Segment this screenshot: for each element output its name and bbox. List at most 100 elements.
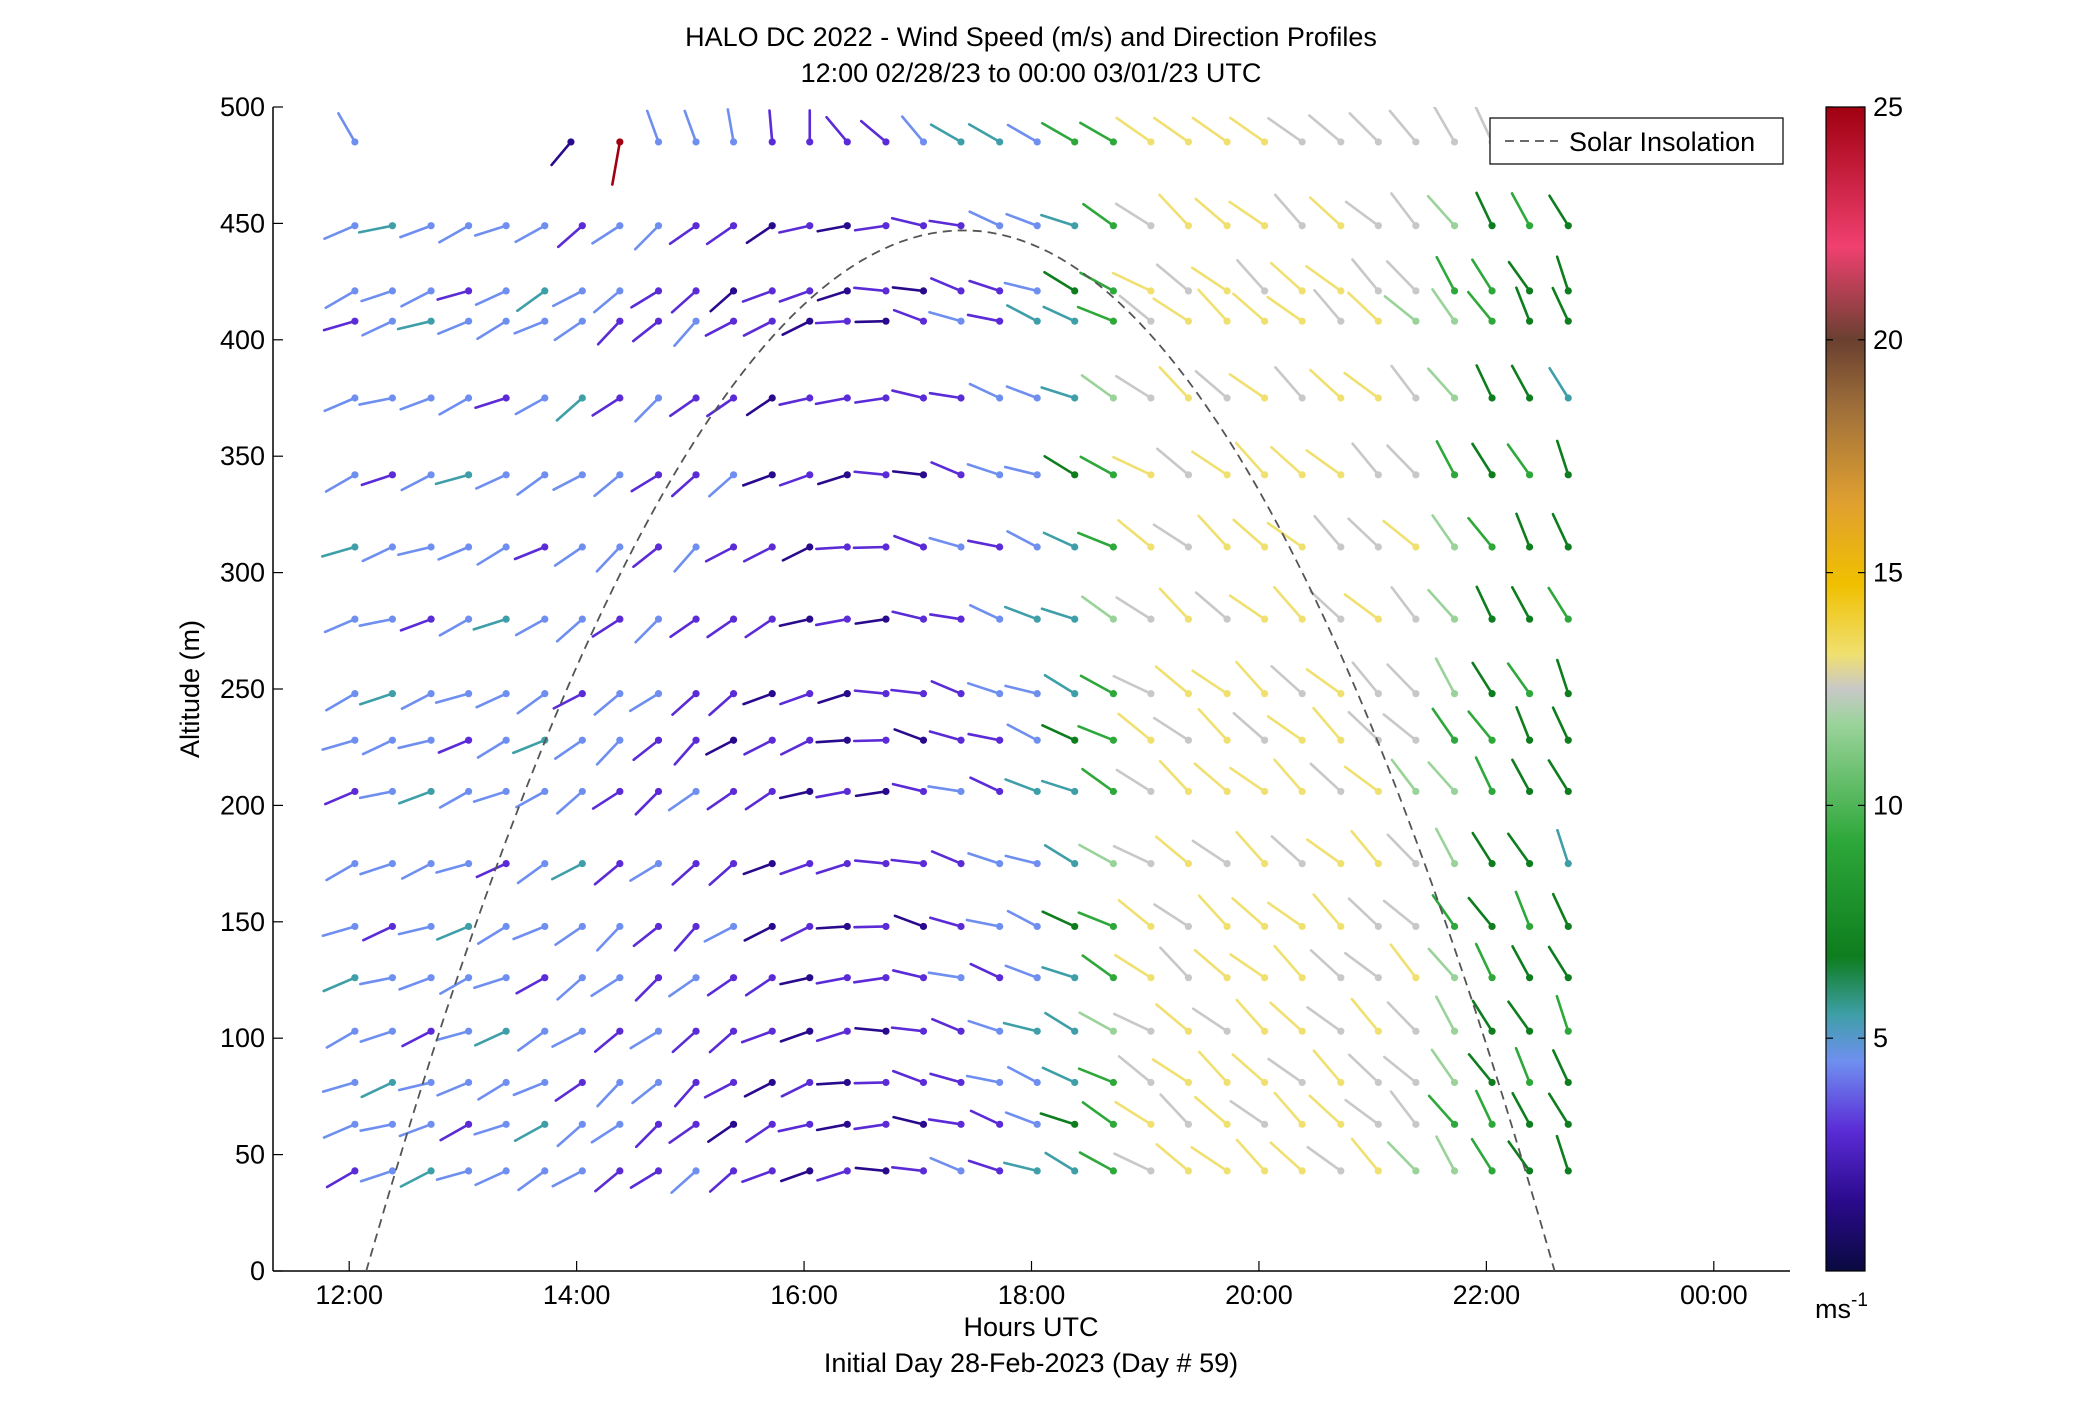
wind-barb-point xyxy=(692,222,700,230)
wind-barb-point xyxy=(1488,974,1496,982)
wind-barb-stick xyxy=(670,289,698,314)
wind-barb-point xyxy=(768,1078,776,1087)
wind-barb-stick xyxy=(1152,297,1190,323)
wind-barb-stick xyxy=(634,790,660,816)
wind-barb-stick xyxy=(1043,454,1077,477)
wind-barb-stick xyxy=(1229,1100,1266,1126)
wind-barb-point xyxy=(1450,974,1459,982)
wind-barb-stick xyxy=(892,308,925,323)
x-tick-label-22-00: 22:00 xyxy=(1453,1280,1521,1310)
wind-barb-point xyxy=(768,287,776,295)
wind-barb-stick xyxy=(324,473,357,493)
wind-barb-stick xyxy=(1426,194,1456,228)
wind-barb-stick xyxy=(683,109,698,144)
wind-barb-stick xyxy=(1006,530,1039,549)
wind-barb-point xyxy=(1337,615,1345,623)
wind-barb-point xyxy=(957,1120,965,1128)
wind-barb-stick xyxy=(1231,897,1266,928)
wind-barb-stick xyxy=(1041,910,1077,928)
wind-barb-point xyxy=(1184,1167,1193,1175)
wind-barb-point xyxy=(1033,317,1041,325)
wind-barb-point xyxy=(616,690,624,698)
wind-barb-point xyxy=(1374,138,1382,146)
y-tick-label-450: 450 xyxy=(220,208,265,238)
wind-barb-stick xyxy=(1555,1134,1570,1173)
wind-barb-stick xyxy=(673,1081,698,1108)
wind-barb-point xyxy=(768,736,776,744)
wind-barb-stick xyxy=(891,782,925,793)
wind-barb-point xyxy=(502,922,510,931)
wind-barb-stick xyxy=(322,319,357,332)
wind-barb-point xyxy=(1488,471,1496,479)
wind-barb-stick xyxy=(1386,1001,1418,1033)
wind-barb-stick xyxy=(596,925,622,952)
wind-barb-point xyxy=(1071,1167,1079,1175)
wind-barb-point xyxy=(843,317,851,325)
wind-barb-point xyxy=(996,1167,1004,1175)
y-tick-label-150: 150 xyxy=(220,907,265,937)
wind-barb-stick xyxy=(1044,1151,1077,1173)
wind-barb-stick xyxy=(473,1123,508,1136)
wind-barb-point xyxy=(1223,974,1231,982)
wind-barb-stick xyxy=(322,976,357,993)
wind-barb-point xyxy=(1450,1027,1459,1035)
wind-barb-point xyxy=(1337,138,1345,146)
wind-barb-stick xyxy=(815,976,849,985)
wind-barb-stick xyxy=(1228,594,1266,621)
wind-barb-stick xyxy=(1077,724,1115,742)
wind-barb-point xyxy=(1071,1078,1079,1087)
wind-barb-stick xyxy=(1197,707,1229,742)
wind-barb-point xyxy=(464,974,473,982)
wind-barb-point xyxy=(1033,471,1041,479)
wind-barb-point xyxy=(1223,922,1231,931)
wind-barb-stick xyxy=(779,1169,812,1183)
wind-barb-point xyxy=(351,543,359,551)
wind-barb-stick xyxy=(859,119,888,144)
wind-barb-point xyxy=(1525,787,1534,796)
wind-barb-point xyxy=(996,138,1004,146)
wind-barb-point xyxy=(692,736,700,744)
wind-barb-stick xyxy=(1383,295,1418,323)
wind-barb-point xyxy=(1033,974,1041,982)
wind-barb-stick xyxy=(854,617,888,625)
wind-barb-stick xyxy=(703,1081,735,1099)
wind-barb-point xyxy=(1337,974,1345,982)
wind-barb-stick xyxy=(1002,1021,1039,1033)
wind-barb-point xyxy=(919,787,928,796)
wind-barb-point xyxy=(502,690,510,698)
wind-barb-stick xyxy=(1344,951,1380,979)
wind-barb-point xyxy=(957,317,965,325)
wind-barb-stick xyxy=(1236,259,1266,293)
wind-barb-stick xyxy=(742,319,774,337)
wind-barb-stick xyxy=(554,738,584,760)
wind-barb-point xyxy=(1450,615,1459,623)
wind-barb-stick xyxy=(435,1169,470,1181)
wind-barb-point xyxy=(1109,317,1117,325)
colorbar-unit-exponent: -1 xyxy=(1851,1290,1868,1311)
wind-barb-stick xyxy=(779,862,812,876)
wind-barb-stick xyxy=(1112,455,1153,477)
wind-barb-point xyxy=(996,736,1004,744)
wind-barb-stick xyxy=(593,862,622,886)
wind-barb-stick xyxy=(1153,903,1190,928)
colorbar-unit-base: ms xyxy=(1815,1294,1851,1324)
wind-barb-point xyxy=(388,974,397,982)
wind-barb-stick xyxy=(1343,371,1380,400)
wind-barb-point xyxy=(351,1078,359,1087)
wind-barb-point xyxy=(1223,860,1231,868)
wind-barb-point xyxy=(919,471,928,479)
wind-barb-stick xyxy=(1117,519,1153,549)
wind-barb-stick xyxy=(611,140,622,186)
wind-barb-stick xyxy=(1475,585,1494,621)
wind-barb-stick xyxy=(359,1123,394,1132)
wind-barb-point xyxy=(843,860,851,868)
wind-barb-point xyxy=(1071,787,1079,796)
wind-barb-point xyxy=(806,922,814,931)
wind-barb-point xyxy=(957,787,965,796)
wind-barb-point xyxy=(1298,1027,1306,1035)
wind-barb-point xyxy=(1223,222,1231,230)
wind-barb-stick xyxy=(709,289,735,313)
wind-barb-point xyxy=(1337,222,1345,230)
wind-barb-stick xyxy=(852,545,888,550)
wind-barb-point xyxy=(1184,860,1193,868)
